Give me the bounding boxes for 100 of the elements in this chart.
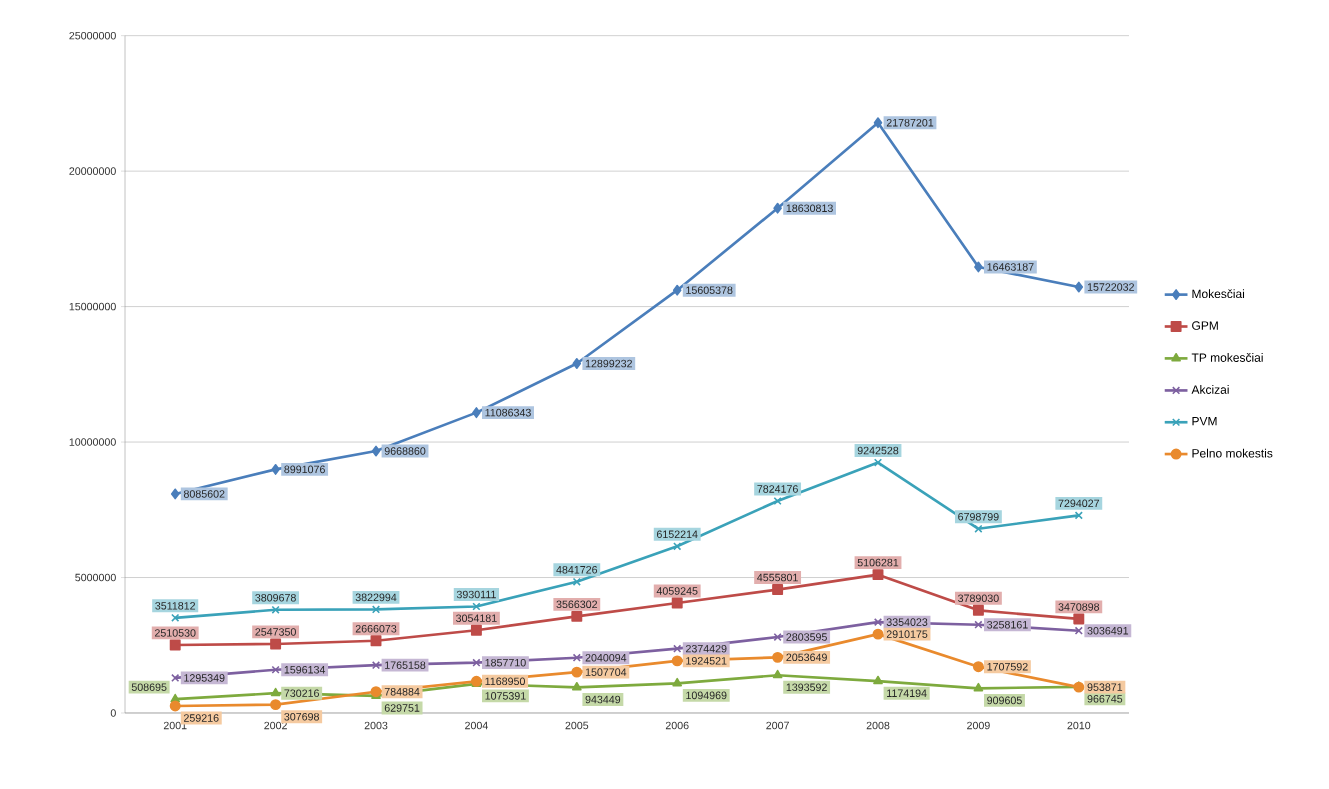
data-label: 2374429: [686, 644, 727, 653]
data-label: 3566302: [556, 600, 598, 609]
data-label: 9242528: [857, 446, 899, 455]
point: [672, 284, 682, 296]
point: [270, 699, 282, 711]
data-label: 2040094: [585, 653, 627, 662]
data-label: 1094969: [686, 691, 727, 700]
point: [873, 458, 883, 467]
x-tick-label: 2005: [565, 721, 589, 730]
point: [171, 613, 180, 622]
point: [873, 675, 883, 685]
x-tick-label: 2010: [1067, 721, 1091, 730]
data-label: 3930111: [456, 590, 496, 599]
point: [470, 624, 482, 636]
data-label: 18630813: [786, 204, 833, 212]
data-label: 8085602: [183, 490, 225, 498]
data-label: 2803595: [786, 633, 827, 641]
y-tick-label: 20000000: [69, 167, 116, 175]
data-label: 629751: [384, 704, 420, 712]
data-label: 7824176: [757, 485, 798, 493]
y-tick-label: 5000000: [75, 573, 116, 582]
data-label: 3054181: [456, 614, 497, 622]
point: [170, 488, 180, 500]
point: [1074, 626, 1083, 635]
legend-label: Pelno mokestis: [1192, 448, 1273, 458]
data-label: 1174194: [887, 689, 927, 697]
data-label: 8991076: [284, 465, 325, 474]
point: [271, 605, 280, 614]
x-tick-label: 2003: [364, 721, 388, 730]
point: [972, 604, 984, 616]
point: [671, 597, 683, 609]
point: [571, 666, 583, 678]
data-label: 1765158: [385, 661, 426, 669]
data-label: 1393592: [786, 683, 827, 692]
point: [872, 628, 884, 640]
point: [370, 686, 382, 698]
point: [572, 577, 581, 586]
data-label: 2547350: [255, 628, 296, 636]
point: [1074, 511, 1083, 520]
data-label: 1507704: [585, 668, 627, 676]
point: [772, 651, 784, 663]
data-label: 15605378: [686, 286, 733, 294]
point: [169, 639, 181, 651]
point: [472, 658, 481, 667]
point: [472, 602, 481, 611]
data-label: 2910175: [886, 630, 928, 638]
data-label: 2666073: [355, 624, 397, 633]
data-label: 1075391: [485, 692, 526, 700]
data-label: 1924521: [686, 657, 727, 665]
data-label: 259216: [184, 714, 219, 722]
data-label: 4841726: [556, 565, 598, 574]
point: [974, 620, 983, 629]
legend-label: TP mokesčiai: [1191, 353, 1263, 362]
point: [271, 665, 280, 674]
point: [873, 117, 883, 129]
data-label: 4555801: [757, 573, 798, 582]
y-tick-label: 10000000: [69, 438, 116, 446]
point: [371, 445, 381, 457]
point: [371, 661, 381, 670]
data-label: 1707592: [987, 662, 1028, 671]
data-label: 7294027: [1058, 499, 1100, 508]
data-label: 943449: [585, 695, 621, 704]
point: [773, 202, 782, 214]
data-label: 730216: [284, 689, 319, 697]
x-tick-label: 2009: [967, 721, 990, 730]
point: [974, 524, 983, 533]
legend-label: Mokesčiai: [1192, 289, 1245, 299]
x-tick-label: 2006: [665, 721, 689, 730]
point: [472, 407, 481, 419]
point: [572, 358, 582, 369]
data-label: 3354023: [886, 618, 928, 626]
point: [873, 618, 883, 627]
data-label: 15722032: [1087, 283, 1134, 291]
data-label: 6152214: [656, 530, 698, 539]
data-label: 6798799: [958, 512, 999, 521]
data-label: 2510530: [154, 629, 196, 637]
point: [571, 610, 583, 622]
y-tick-label: 0: [110, 709, 116, 717]
data-label: 953871: [1087, 683, 1123, 691]
legend-label: PVM: [1192, 417, 1217, 426]
point: [773, 496, 782, 506]
y-tick-label: 25000000: [69, 31, 116, 40]
data-label: 3470898: [1058, 603, 1100, 611]
data-label: 1168950: [485, 677, 525, 686]
data-label: 3822994: [355, 593, 397, 602]
y-tick-label: 15000000: [69, 302, 116, 311]
point: [572, 653, 581, 662]
data-label: 784884: [384, 687, 420, 696]
point: [371, 605, 381, 614]
point: [872, 569, 884, 581]
data-label: 3511812: [155, 602, 196, 610]
point: [673, 542, 682, 551]
data-label: 5106281: [857, 558, 899, 567]
data-label: 3258161: [987, 620, 1028, 629]
data-label: 21787201: [886, 118, 934, 127]
data-label: 1295349: [184, 674, 225, 682]
legend-label: Akcizai: [1191, 385, 1229, 394]
data-label: 508695: [131, 683, 167, 691]
point: [972, 661, 984, 673]
data-label: 3036491: [1087, 626, 1129, 635]
